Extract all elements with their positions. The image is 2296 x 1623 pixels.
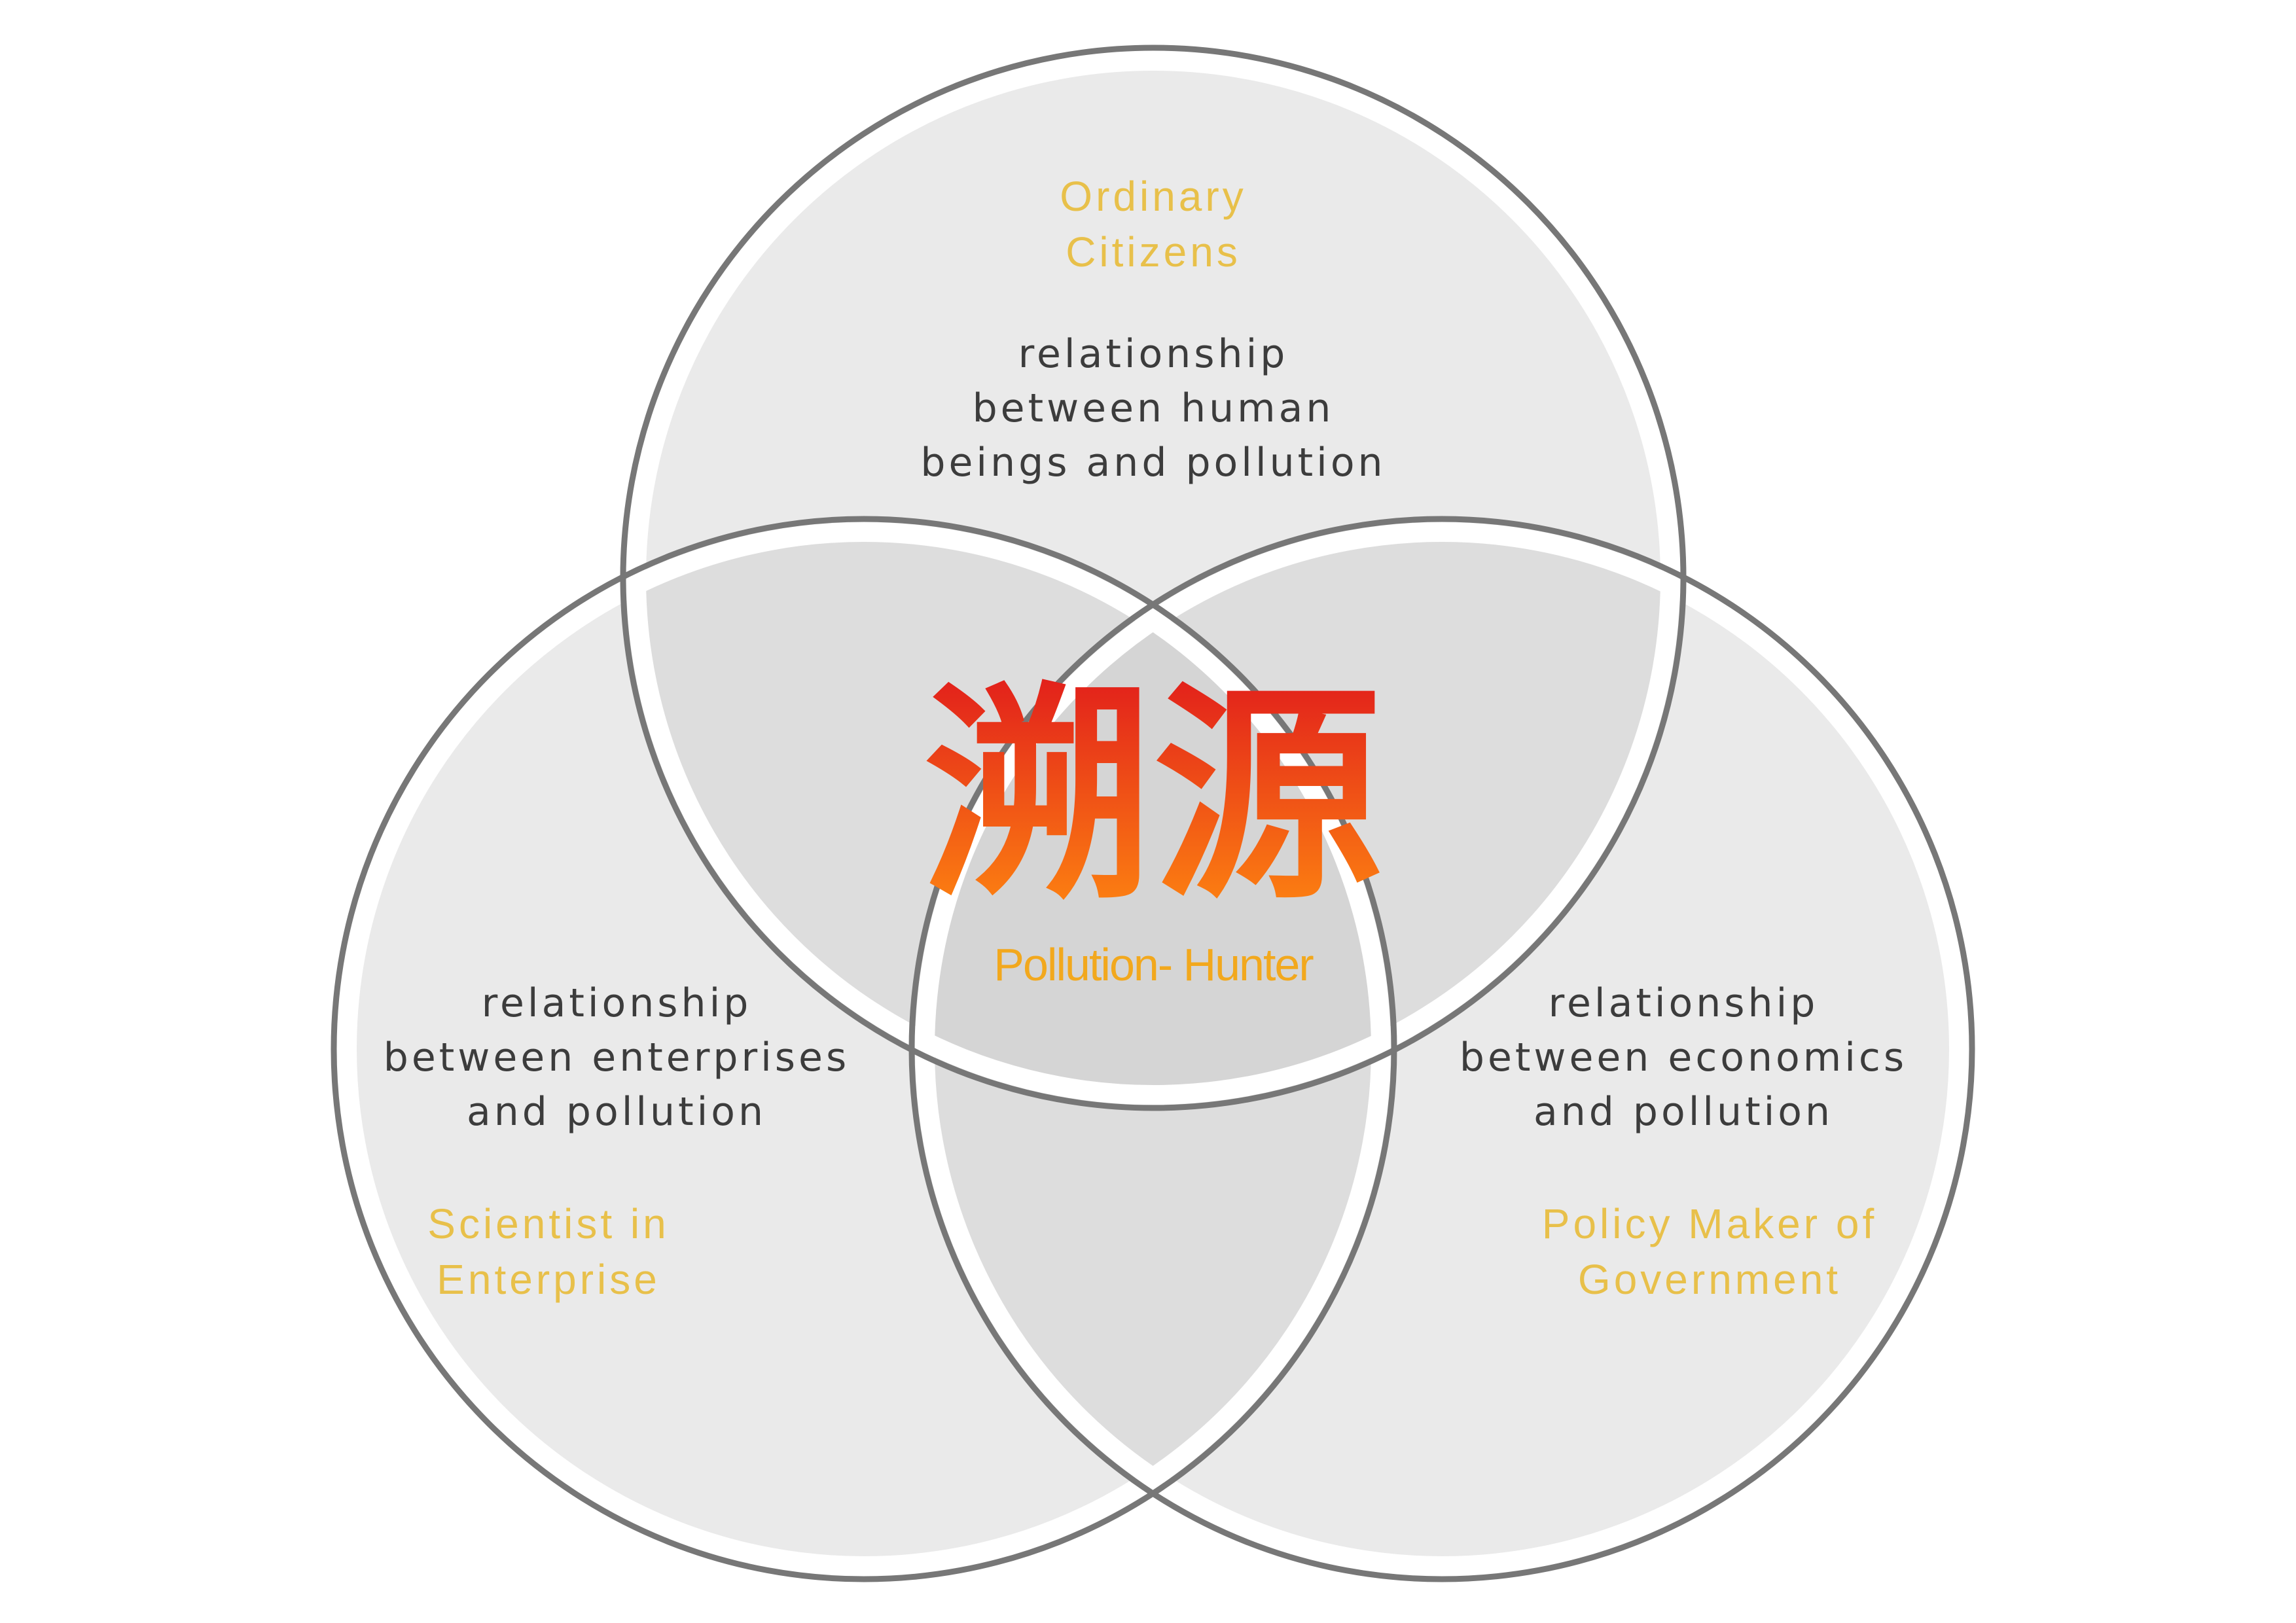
left-relationship-line-2: between enterprises [384,1035,850,1080]
left-role-label-line-1: Scientist in [427,1200,669,1247]
circle-left-fill [347,532,1381,1566]
left-circle-labels: relationship between enterprises and pol… [384,980,850,1303]
left-relationship-line-3: and pollution [467,1089,766,1135]
center-logo: 溯源 Pollution- Hunter [924,660,1382,990]
right-role-label-line-1: Policy Maker of [1542,1200,1877,1247]
top-role-label-line-1: Ordinary [1060,173,1246,220]
top-circle-labels: Ordinary Citizens relationship between h… [920,173,1386,486]
circle-left-ring [337,522,1391,1576]
right-circle-labels: relationship between economics and pollu… [1460,980,1907,1303]
right-relationship-line-2: between economics [1460,1035,1907,1080]
circle-left-outline [331,516,1397,1582]
right-relationship-line-3: and pollution [1534,1089,1833,1135]
circle-right-ring [915,522,1969,1576]
top-relationship-line-2: between human [973,385,1335,431]
top-relationship-line-3: beings and pollution [920,440,1386,486]
logo-chinese-title: 溯源 [924,660,1382,930]
circle-top-fill [636,61,1670,1095]
circle-right-outline [908,516,1975,1582]
top-relationship-line-1: relationship [1018,331,1289,377]
left-relationship-line-1: relationship [482,980,752,1026]
left-role-label-line-2: Enterprise [437,1256,660,1303]
right-role-label-line-2: Government [1578,1256,1841,1303]
top-role-label-line-2: Citizens [1066,228,1241,276]
right-relationship-line-1: relationship [1549,980,1819,1026]
logo-english-subtitle: Pollution- Hunter [994,939,1314,990]
circle-right-fill [925,532,1959,1566]
